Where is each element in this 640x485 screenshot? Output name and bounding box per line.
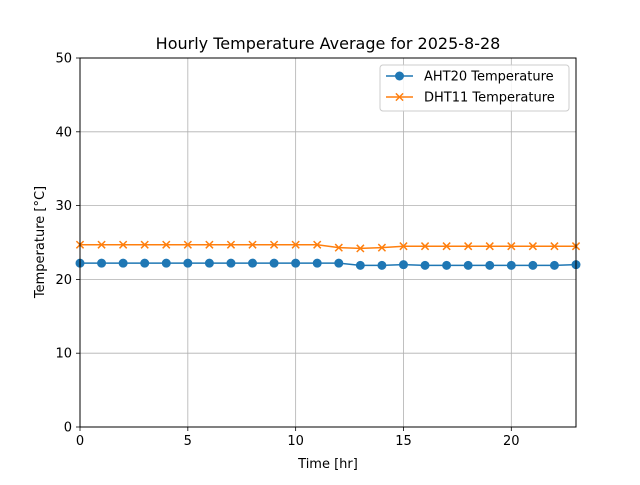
x-axis-label: Time [hr] <box>297 457 358 472</box>
series-1 <box>75 258 581 270</box>
x-tick-label: 10 <box>287 434 304 449</box>
data-point <box>485 260 495 270</box>
data-point <box>205 240 214 249</box>
y-tick-label: 20 <box>55 273 72 288</box>
data-point <box>355 260 365 270</box>
data-point <box>334 243 343 252</box>
data-point <box>399 242 408 251</box>
data-point <box>312 258 322 268</box>
data-point <box>140 258 150 268</box>
data-point <box>549 260 559 270</box>
data-point <box>506 260 516 270</box>
data-point <box>377 260 387 270</box>
axes-frame <box>79 57 577 428</box>
data-point <box>291 240 300 249</box>
data-point <box>140 240 149 249</box>
legend-box <box>379 64 570 112</box>
data-point <box>97 258 107 268</box>
x-tick-label: 20 <box>503 434 520 449</box>
data-point <box>528 260 538 270</box>
data-point <box>226 258 236 268</box>
chart-title: Hourly Temperature Average for 2025-8-28 <box>156 34 501 53</box>
y-tick-label: 50 <box>55 52 72 67</box>
plot-area <box>80 58 576 427</box>
data-point <box>162 240 171 249</box>
x-tick-label: 15 <box>395 434 412 449</box>
y-tick-label: 40 <box>55 125 72 140</box>
legend-item: DHT11 Temperature <box>386 91 555 106</box>
data-point <box>528 242 538 251</box>
data-point <box>420 260 430 270</box>
data-point <box>334 258 344 268</box>
data-point <box>291 258 301 268</box>
data-point <box>463 260 473 270</box>
y-tick-label: 30 <box>55 199 72 214</box>
legend-label: AHT20 Temperature <box>424 70 554 85</box>
data-point <box>269 240 279 249</box>
data-point <box>226 240 236 249</box>
legend-marker <box>395 71 404 81</box>
data-point <box>161 258 171 268</box>
series-line <box>80 243 576 250</box>
data-point <box>550 242 559 251</box>
data-point <box>248 258 258 268</box>
x-tick-label: 0 <box>76 434 84 449</box>
data-point <box>313 240 322 249</box>
data-point <box>248 240 257 249</box>
data-point <box>356 244 365 253</box>
data-point <box>118 240 128 249</box>
data-point <box>442 260 452 270</box>
data-point <box>442 242 451 251</box>
data-point <box>204 258 214 268</box>
data-point <box>377 243 387 252</box>
data-point <box>464 242 473 251</box>
legend: AHT20 Temperature DHT11 Temperature <box>379 64 570 112</box>
legend-marker <box>395 92 404 102</box>
data-point <box>183 258 193 268</box>
legend-item: AHT20 Temperature <box>386 70 554 85</box>
data-point <box>420 242 430 251</box>
data-point <box>485 242 494 251</box>
data-point <box>118 258 128 268</box>
data-point <box>269 258 279 268</box>
y-tick-label: 0 <box>64 421 72 436</box>
data-point <box>507 242 516 251</box>
y-tick-label: 10 <box>55 347 72 362</box>
x-tick-label: 5 <box>184 434 192 449</box>
data-point <box>183 240 192 249</box>
data-point <box>97 240 106 249</box>
legend-label: DHT11 Temperature <box>424 91 555 106</box>
data-point <box>398 260 408 270</box>
y-axis-label: Temperature [°C] <box>33 186 48 299</box>
